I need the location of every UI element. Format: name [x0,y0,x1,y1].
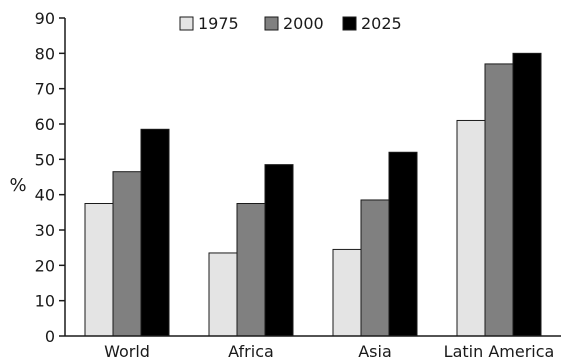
bar-1975-latin-america [456,119,486,337]
legend: 1975 2000 2025 [179,14,402,33]
y-tick-label: 50 [35,150,55,169]
y-axis-label: % [9,175,26,196]
x-category-label: Latin America [444,342,555,359]
legend-label: 1975 [198,14,239,33]
axes [64,18,561,337]
y-tick-label: 20 [35,256,55,275]
legend-swatch [342,16,357,31]
bar-1975-africa [208,252,238,337]
y-tick-label: 60 [35,115,55,134]
bar-2000-latin-america [484,63,514,337]
y-axis-ticks: 0 10 20 30 40 50 60 70 80 90 [35,9,65,346]
bar-2025-latin-america [512,52,542,337]
bar-1975-world [84,203,114,337]
y-tick-label: 80 [35,44,55,63]
legend-swatch [179,16,194,31]
legend-swatch [264,16,279,31]
bar-2000-asia [360,199,390,337]
y-tick-label: 10 [35,292,55,311]
y-tick-label: 0 [45,327,55,346]
bar-2000-africa [236,203,266,337]
x-category-label: Africa [228,342,274,359]
y-tick-label: 70 [35,80,55,99]
bar-2025-world [140,128,170,337]
legend-label: 2025 [361,14,402,33]
bar-2000-world [112,171,142,337]
bar-1975-asia [332,248,362,337]
legend-label: 2000 [283,14,324,33]
y-tick-label: 40 [35,186,55,205]
x-category-label: Asia [358,342,392,359]
x-category-label: World [104,342,150,359]
y-tick-label: 90 [35,9,55,28]
bar-2025-asia [388,151,418,337]
y-tick-label: 30 [35,221,55,240]
x-axis-category-labels: World Africa Asia Latin America [104,342,555,361]
bars-group [84,52,542,337]
bar-2025-africa [264,164,294,337]
